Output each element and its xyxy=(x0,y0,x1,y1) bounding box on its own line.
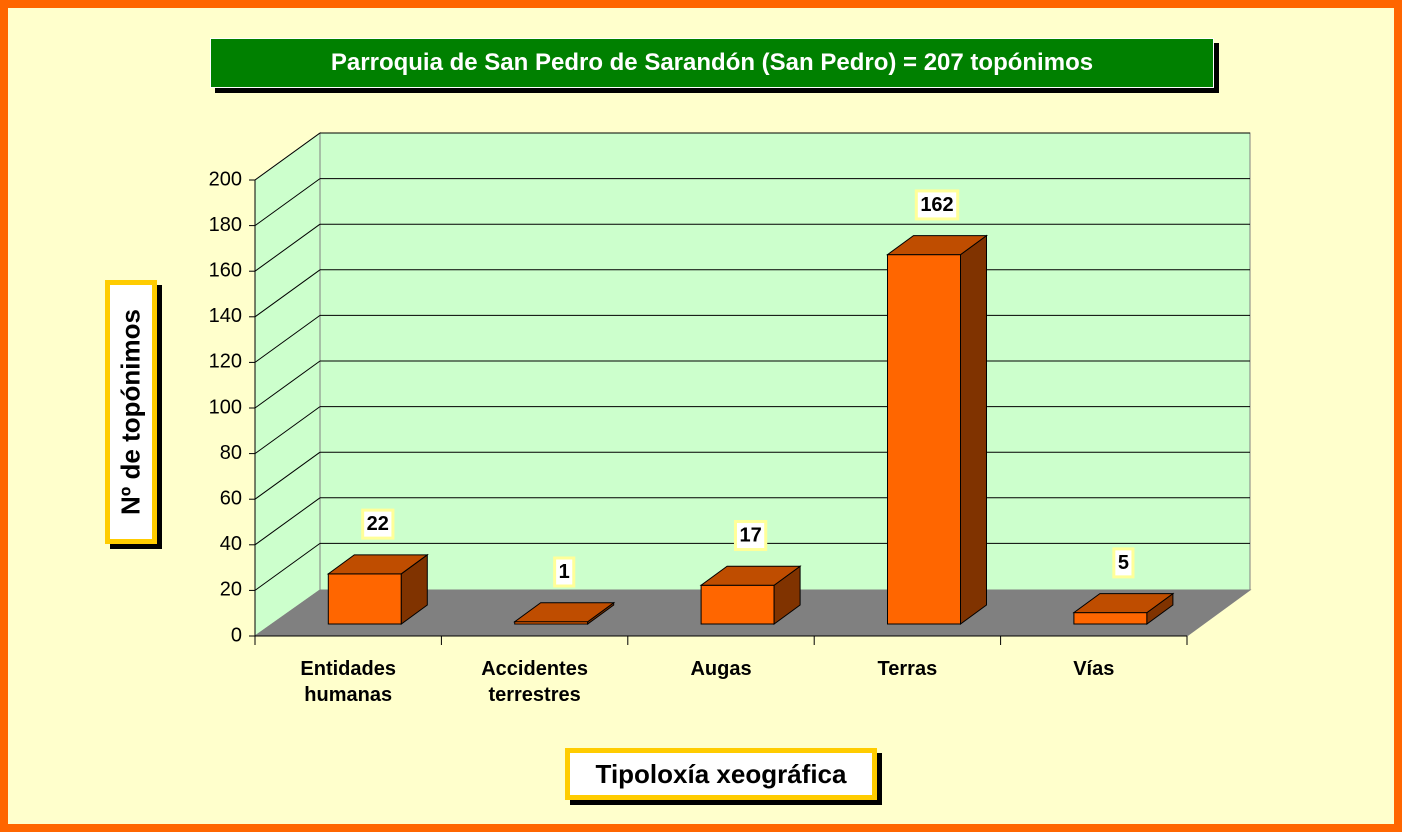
grid-line xyxy=(254,269,321,318)
value-label-box xyxy=(914,189,960,221)
x-axis-title: Tipoloxía xeográfica xyxy=(565,748,877,800)
y-tick-label: 140 xyxy=(209,305,242,327)
value-label: 5 xyxy=(1118,552,1129,574)
bar-side xyxy=(960,234,987,625)
bar-top xyxy=(326,554,429,575)
y-tick-label: 180 xyxy=(209,214,242,236)
y-tick-label: 120 xyxy=(209,351,242,373)
x-tick-label: Augas xyxy=(690,658,752,680)
bar-top xyxy=(513,602,616,623)
bar-front xyxy=(700,584,775,625)
value-label: 22 xyxy=(367,513,389,535)
y-tick-label: 40 xyxy=(220,533,242,555)
bar-front xyxy=(887,254,961,625)
grid-line xyxy=(254,314,321,363)
x-tick-label: Vías xyxy=(1073,658,1115,680)
x-tick-label: Terras xyxy=(877,658,938,680)
y-tick-label: 0 xyxy=(231,624,242,646)
bar-top xyxy=(1072,593,1175,614)
value-label: 1 xyxy=(559,561,570,583)
grid-line xyxy=(254,497,321,546)
value-label-box xyxy=(733,520,768,552)
bar-top xyxy=(885,235,989,256)
y-tick-label: 100 xyxy=(209,396,242,418)
grid-line xyxy=(254,451,321,500)
chart-title: Parroquia de San Pedro de Sarandón (San … xyxy=(210,38,1214,88)
value-label-box xyxy=(553,556,576,588)
grid-line xyxy=(254,223,321,272)
y-axis-title: Nº de topónimos xyxy=(115,309,146,515)
value-label-box xyxy=(361,508,395,540)
y-tick-label: 60 xyxy=(220,487,242,509)
bar-front xyxy=(327,573,402,625)
x-tick-label: Entidades humanas xyxy=(300,658,396,706)
value-label-box xyxy=(1112,547,1135,579)
bar-top xyxy=(699,565,802,586)
y-axis-title-box: Nº de topónimos xyxy=(105,280,157,544)
bar-front xyxy=(1073,612,1148,625)
grid-line xyxy=(254,542,321,591)
x-tick-label: Accidentes terrestres xyxy=(481,658,588,706)
grid-line xyxy=(254,406,321,455)
grid-line xyxy=(254,360,321,409)
value-label: 17 xyxy=(739,525,761,547)
y-tick-label: 20 xyxy=(220,579,242,601)
value-label: 162 xyxy=(920,194,953,216)
y-tick-label: 160 xyxy=(209,259,242,281)
grid-line xyxy=(254,132,321,181)
y-tick-label: 80 xyxy=(220,442,242,464)
grid-line xyxy=(254,178,321,227)
y-tick-label: 200 xyxy=(209,168,242,190)
